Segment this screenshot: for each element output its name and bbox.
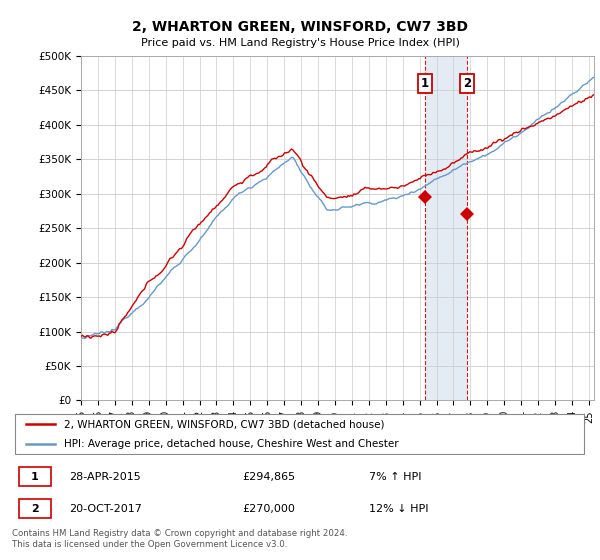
Text: 1: 1 [31, 472, 38, 482]
FancyBboxPatch shape [15, 413, 584, 454]
Text: HPI: Average price, detached house, Cheshire West and Chester: HPI: Average price, detached house, Ches… [64, 439, 398, 449]
Text: 12% ↓ HPI: 12% ↓ HPI [369, 504, 428, 514]
Text: 2: 2 [31, 504, 38, 514]
FancyBboxPatch shape [19, 467, 50, 486]
Text: 2, WHARTON GREEN, WINSFORD, CW7 3BD: 2, WHARTON GREEN, WINSFORD, CW7 3BD [132, 20, 468, 34]
Text: Price paid vs. HM Land Registry's House Price Index (HPI): Price paid vs. HM Land Registry's House … [140, 38, 460, 48]
Text: Contains HM Land Registry data © Crown copyright and database right 2024.
This d: Contains HM Land Registry data © Crown c… [12, 529, 347, 549]
Text: 2, WHARTON GREEN, WINSFORD, CW7 3BD (detached house): 2, WHARTON GREEN, WINSFORD, CW7 3BD (det… [64, 419, 385, 430]
Text: 2: 2 [463, 77, 471, 90]
Text: 1: 1 [421, 77, 429, 90]
Text: £270,000: £270,000 [242, 504, 295, 514]
Text: 28-APR-2015: 28-APR-2015 [70, 472, 142, 482]
FancyBboxPatch shape [19, 499, 50, 519]
Text: £294,865: £294,865 [242, 472, 296, 482]
Text: 20-OCT-2017: 20-OCT-2017 [70, 504, 142, 514]
Text: 7% ↑ HPI: 7% ↑ HPI [369, 472, 422, 482]
